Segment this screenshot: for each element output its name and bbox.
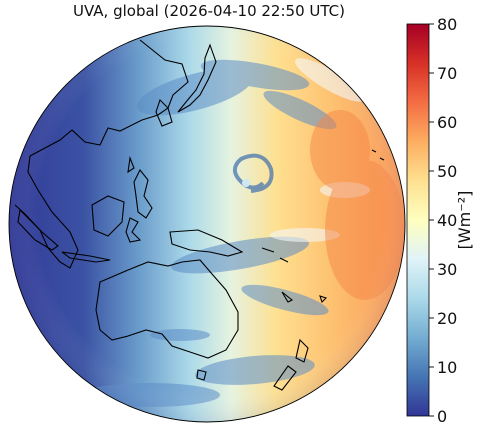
sumatra-coast: [17, 208, 59, 251]
globe-outline: [8, 25, 406, 423]
coastlines: [14, 39, 385, 391]
sulawesi-coast: [125, 217, 142, 243]
taiwan-coast: [127, 155, 135, 174]
asia-coast: [14, 39, 189, 269]
colorbar-tick-label: 30: [437, 260, 457, 279]
colorbar-tick-label: 40: [437, 211, 457, 230]
colorbar-tick-label: 0: [437, 407, 447, 426]
solomon-coast: [261, 247, 289, 263]
hawaii-coast: [371, 149, 385, 161]
colorbar-tick-label: 20: [437, 309, 457, 328]
colorbar-scale: [406, 23, 430, 417]
colorbar-tick-label: 60: [437, 113, 457, 132]
colorbar-ticks: 0 10 20 30 40 50 60 70 80: [429, 15, 457, 426]
java-coast: [61, 251, 111, 263]
colorbar-tick-label: 80: [437, 15, 457, 34]
philippines-coast: [133, 168, 153, 219]
newguinea-coast: [169, 229, 244, 257]
japan-coast: [177, 43, 217, 113]
borneo-coast: [91, 195, 125, 237]
colorbar-tick-label: 50: [437, 162, 457, 181]
colorbar-unit-label: [Wm⁻²]: [455, 191, 474, 250]
nz-north-coast: [295, 338, 309, 363]
map-title: UVA, global (2026-04-10 22:50 UTC): [73, 2, 345, 20]
australia-coast: [95, 259, 239, 359]
nz-south-coast: [273, 365, 297, 391]
korea-coast: [155, 98, 173, 127]
fiji-coast: [319, 295, 328, 304]
colorbar-tick-label: 70: [437, 64, 457, 83]
tasmania-coast: [196, 369, 207, 381]
colorbar-tick-label: 10: [437, 358, 457, 377]
newcaledonia-coast: [281, 291, 294, 303]
